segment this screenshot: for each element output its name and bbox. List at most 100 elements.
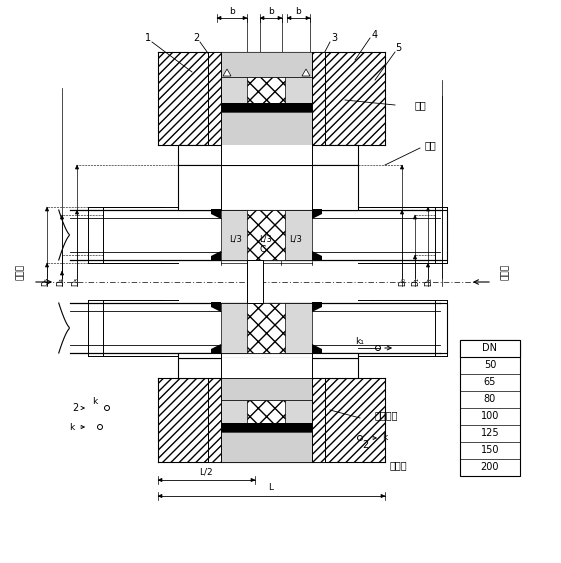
Polygon shape: [306, 16, 310, 20]
Polygon shape: [45, 207, 49, 211]
Polygon shape: [312, 302, 322, 312]
Polygon shape: [247, 260, 263, 303]
Text: L/3: L/3: [289, 235, 302, 244]
Polygon shape: [426, 207, 430, 211]
Polygon shape: [221, 52, 312, 145]
Polygon shape: [302, 69, 310, 76]
Polygon shape: [221, 378, 312, 400]
Polygon shape: [178, 353, 358, 358]
Text: 冲击波: 冲击波: [16, 264, 25, 280]
Text: 鋼管: 鋼管: [425, 140, 437, 150]
Text: L: L: [269, 484, 274, 493]
Polygon shape: [221, 378, 312, 462]
Text: 3: 3: [331, 33, 337, 43]
Text: k: k: [70, 422, 75, 431]
Polygon shape: [211, 302, 221, 312]
Polygon shape: [221, 145, 312, 165]
Polygon shape: [260, 16, 264, 20]
Text: 200: 200: [481, 462, 499, 472]
Polygon shape: [221, 358, 312, 378]
Polygon shape: [211, 344, 221, 354]
Text: D₃: D₃: [71, 278, 80, 287]
Polygon shape: [247, 303, 285, 353]
Polygon shape: [221, 423, 312, 432]
Polygon shape: [426, 263, 430, 267]
Polygon shape: [312, 344, 322, 354]
Text: 65: 65: [484, 377, 496, 387]
Text: D₄: D₄: [57, 278, 66, 287]
Polygon shape: [287, 16, 291, 20]
Polygon shape: [247, 77, 285, 103]
Polygon shape: [178, 165, 358, 210]
Polygon shape: [221, 432, 312, 462]
Polygon shape: [312, 251, 322, 261]
Text: 100: 100: [481, 411, 499, 421]
Polygon shape: [221, 303, 312, 353]
Polygon shape: [401, 165, 403, 169]
Text: 1: 1: [145, 33, 151, 43]
Text: b: b: [229, 7, 235, 16]
Polygon shape: [211, 251, 221, 261]
Polygon shape: [221, 400, 312, 423]
Text: C: C: [260, 245, 266, 254]
Polygon shape: [221, 112, 312, 145]
Polygon shape: [158, 494, 162, 498]
Polygon shape: [413, 255, 417, 259]
Text: D₅: D₅: [42, 278, 50, 287]
Polygon shape: [75, 210, 79, 214]
Text: L/3: L/3: [260, 235, 273, 244]
Polygon shape: [208, 52, 221, 145]
Polygon shape: [401, 210, 403, 214]
Text: 4: 4: [372, 30, 378, 40]
Polygon shape: [217, 16, 221, 20]
Text: DN: DN: [482, 343, 498, 353]
Polygon shape: [208, 378, 221, 462]
Text: 石棉水泥: 石棉水泥: [375, 410, 398, 420]
Polygon shape: [45, 263, 49, 267]
Polygon shape: [460, 340, 520, 476]
Polygon shape: [413, 215, 417, 219]
Polygon shape: [251, 479, 255, 481]
Text: b: b: [268, 7, 274, 16]
Text: L/3: L/3: [229, 235, 242, 244]
Polygon shape: [243, 16, 247, 20]
Text: k: k: [93, 397, 98, 406]
Polygon shape: [223, 69, 231, 76]
Polygon shape: [247, 210, 285, 260]
Polygon shape: [158, 479, 162, 481]
Text: k: k: [383, 434, 388, 443]
Text: 125: 125: [481, 428, 499, 438]
Polygon shape: [460, 340, 520, 357]
Polygon shape: [221, 103, 312, 112]
Polygon shape: [278, 16, 282, 20]
Text: 2: 2: [362, 440, 368, 450]
Polygon shape: [61, 271, 63, 275]
Polygon shape: [178, 358, 358, 378]
Polygon shape: [312, 209, 322, 219]
Text: b: b: [295, 7, 301, 16]
Text: 防護墻: 防護墻: [390, 460, 408, 470]
Polygon shape: [312, 52, 325, 145]
Text: D₀: D₀: [398, 278, 407, 287]
Polygon shape: [158, 52, 385, 145]
Text: 150: 150: [481, 445, 499, 455]
Text: 80: 80: [484, 394, 496, 404]
Text: D₂: D₂: [425, 278, 434, 287]
Polygon shape: [221, 210, 312, 260]
Text: D₁: D₁: [412, 278, 421, 287]
Polygon shape: [312, 378, 325, 462]
Polygon shape: [178, 145, 358, 165]
Text: 冲击波: 冲击波: [500, 264, 509, 280]
Text: 2: 2: [72, 403, 78, 413]
Polygon shape: [221, 77, 312, 103]
Polygon shape: [247, 400, 285, 423]
Text: k₁: k₁: [356, 337, 365, 346]
Polygon shape: [61, 215, 63, 219]
Polygon shape: [381, 494, 385, 498]
Polygon shape: [221, 52, 312, 77]
Text: 50: 50: [484, 360, 496, 370]
Text: 2: 2: [193, 33, 199, 43]
Text: L/2: L/2: [199, 467, 213, 476]
Polygon shape: [158, 378, 385, 462]
Text: 5: 5: [395, 43, 401, 53]
